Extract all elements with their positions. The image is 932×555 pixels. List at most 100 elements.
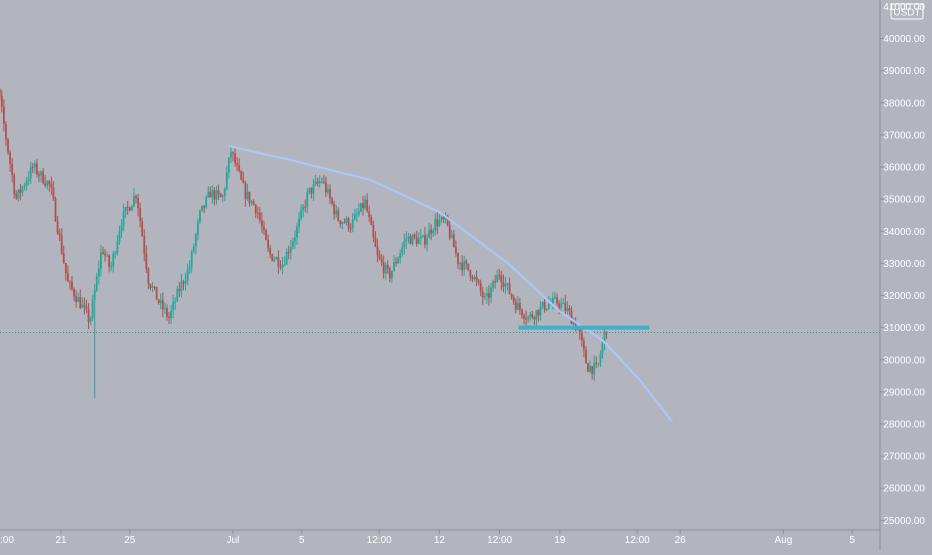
candle-body [201,205,203,211]
price-tick-label-partial: 41000.00 [883,2,925,13]
candle-body [426,238,428,245]
candle-body [102,252,104,254]
candle-body [199,210,201,222]
candle-body [312,184,315,194]
candle-body [477,280,480,284]
candle-body [331,198,333,204]
candle-body [541,302,544,307]
candle-body [457,253,459,264]
candle-body [355,214,358,216]
time-tick-label: 12:00 [625,535,650,546]
candle-body [502,282,505,287]
candle-body [395,262,397,264]
candle-body [366,199,369,212]
candle-body [205,196,208,208]
candle-body [388,268,391,279]
candle-body [17,189,20,199]
candle-body [428,229,430,239]
candle-body [339,220,342,224]
candle-body [543,302,546,311]
candle-body [397,258,400,264]
candle-body [114,253,117,255]
candle-body [182,281,185,284]
candle-body [221,195,224,198]
candle-body [537,310,540,316]
candle-body [399,253,402,259]
candle-body [411,234,414,244]
candle-body [345,218,348,223]
candle-body [155,286,158,300]
candle-body [370,217,373,225]
candle-body [244,183,247,199]
candle-body [535,310,538,320]
candle-body [172,301,175,311]
price-tick-label: 32000.00 [883,291,925,302]
candle-body [349,228,352,230]
candle-body [194,234,197,247]
price-axis[interactable] [880,0,932,550]
candle-body [531,314,534,318]
candle-body [209,191,212,198]
candle-body [60,235,63,254]
candle-body [186,269,189,281]
candle-body [38,174,40,176]
price-tick-label: 29000.00 [883,387,925,398]
candle-body [465,261,468,264]
candle-body [62,253,65,264]
candle-body [178,289,181,292]
candle-body [430,229,433,234]
price-tick-label: 28000.00 [883,420,925,431]
candle-body [591,366,594,374]
price-tick-label: 36000.00 [883,163,925,174]
candle-body [353,214,356,220]
candle-body [157,299,160,303]
time-tick-label: Jul [227,535,240,546]
candle-body [409,236,412,244]
candle-body [240,171,243,180]
candle-body [432,230,435,234]
candle-body [310,187,313,194]
candle-body [448,225,451,238]
candle-body [83,304,86,307]
time-tick-label: 12:00 [487,535,512,546]
time-tick-label: 21 [55,535,67,546]
candle-body [93,290,96,300]
candle-body [308,187,311,193]
candle-body [33,163,36,168]
candle-body [89,318,92,322]
candle-body [378,255,381,259]
candle-body [130,205,133,211]
time-axis[interactable] [0,530,880,550]
candle-body [137,197,139,209]
candle-body [479,283,482,292]
candle-body [529,314,532,317]
candle-body [403,240,406,247]
candle-body [475,276,478,281]
candle-body [380,258,383,263]
candle-body [126,207,129,209]
candle-body [256,212,259,214]
candle-body [250,201,253,203]
candle-body [446,215,449,226]
candle-body [254,204,257,213]
currency-badge[interactable]: USDT [890,3,924,20]
candle-body [180,281,183,292]
candle-body [265,230,267,240]
candle-body [587,363,589,372]
candle-body [498,275,501,277]
candle-body [9,152,11,164]
candle-body [296,226,298,238]
descending-trendline[interactable] [228,145,673,422]
candle-body [488,293,490,298]
candle-body [483,296,486,298]
candle-body [419,236,422,239]
candle-body [318,181,321,184]
candle-body [294,237,296,242]
candle-body [5,124,7,140]
candle-body [7,139,9,153]
candle-body [527,316,530,320]
candle-body [327,189,329,193]
candle-body [87,309,90,322]
